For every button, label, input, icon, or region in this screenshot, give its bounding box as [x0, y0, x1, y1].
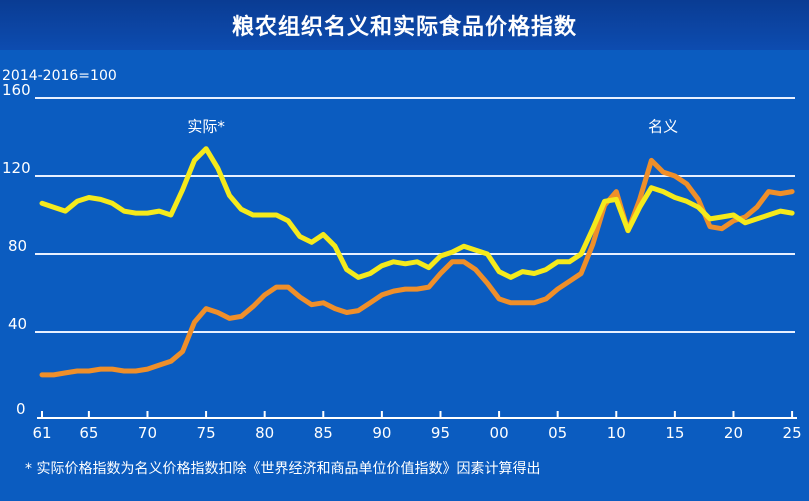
x-tick-label: 05 [548, 424, 567, 442]
real-price-line [39, 146, 795, 280]
footnote: * 实际价格指数为名义价格指数扣除《世界经济和商品单位价值指数》因素计算得出 [25, 461, 541, 477]
y-tick-label: 0 [16, 400, 26, 418]
x-tick-label: 00 [490, 424, 509, 442]
nominal-series-label: 名义 [648, 117, 678, 135]
x-tick-label: 61 [32, 424, 51, 442]
y-tick-label: 120 [2, 159, 31, 177]
x-tick-label: 85 [314, 424, 333, 442]
x-tick-label: 70 [138, 424, 157, 442]
x-tick-label: 20 [724, 424, 743, 442]
x-tick-label: 75 [197, 424, 216, 442]
y-tick-label: 40 [8, 315, 27, 333]
y-axis-label: 2014-2016=100 [2, 68, 117, 84]
y-tick-label: 80 [8, 237, 27, 255]
x-tick-label: 10 [607, 424, 626, 442]
real-series-label: 实际* [187, 117, 225, 135]
x-tick-label: 95 [431, 424, 450, 442]
title-bar: 粮农组织名义和实际食品价格指数 [0, 0, 809, 50]
x-tick-label: 25 [783, 424, 802, 442]
chart-title: 粮农组织名义和实际食品价格指数 [231, 15, 577, 40]
x-tick-label: 65 [79, 424, 98, 442]
x-tick-label: 90 [372, 424, 391, 442]
x-tick-label: 15 [665, 424, 684, 442]
x-tick-label: 80 [255, 424, 274, 442]
y-tick-label: 160 [2, 81, 31, 99]
nominal-price-line [39, 157, 795, 378]
